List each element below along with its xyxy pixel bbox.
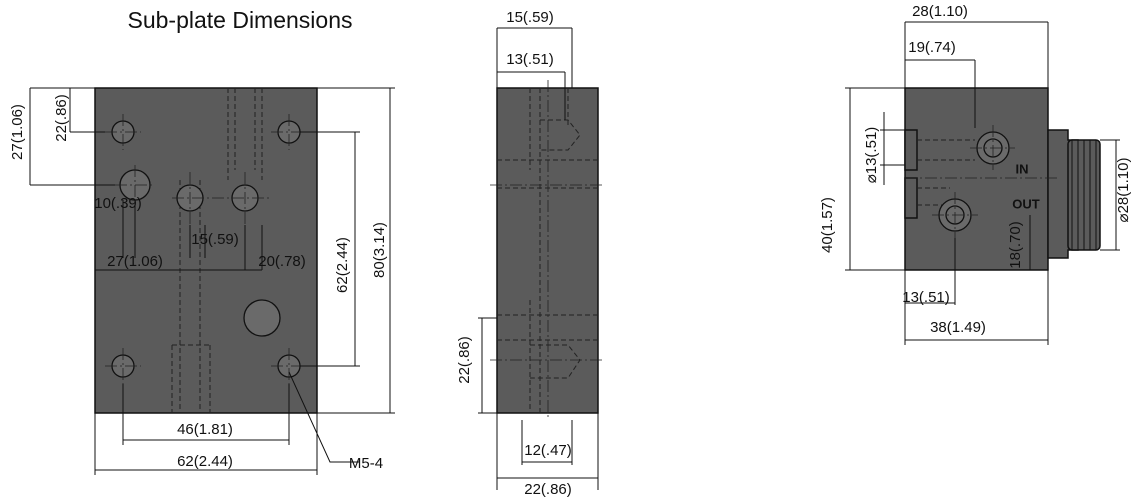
dim-label: 13(.51) (506, 51, 554, 68)
dim-label: 22(.86) (53, 94, 70, 142)
valve-view: 28(1.10) 19(.74) ⌀13(.51) 40(1.57) IN OU… (819, 3, 1132, 345)
dim-label: 22(.86) (456, 336, 473, 384)
dim-label: 19(.74) (908, 39, 956, 56)
thread-label: M5-4 (349, 455, 383, 472)
dim-label: 62(2.44) (177, 453, 233, 470)
dim-label: 40(1.57) (819, 197, 836, 253)
dim-label: 20(.78) (258, 253, 306, 270)
port-label: OUT (1012, 196, 1040, 211)
front-view: 27(1.06) 22(.86) 10(.39) 15(.59) 27(1.06… (9, 87, 395, 475)
dim-label: 80(3.14) (371, 222, 388, 278)
dim-label: 62(2.44) (334, 237, 351, 293)
dim-label: 12(.47) (524, 442, 572, 459)
dim-label: ⌀28(1.10) (1115, 158, 1132, 223)
dim-label: 15(.59) (506, 9, 554, 26)
dim-label: 46(1.81) (177, 421, 233, 438)
dim-label: 10(.39) (94, 195, 142, 212)
dim-label: 18(.70) (1007, 221, 1024, 269)
side-view: 15(.59) 13(.51) 22(.86) 12(.47) 22(.86) (456, 9, 605, 498)
dim-label: 15(.59) (191, 231, 239, 248)
dim-label: 38(1.49) (930, 319, 986, 336)
title: Sub-plate Dimensions (127, 7, 352, 33)
dim-label: 27(1.06) (107, 253, 163, 270)
port-label: IN (1016, 161, 1029, 176)
dim-label: 13(.51) (902, 289, 950, 306)
dim-label: 22(.86) (524, 481, 572, 498)
dim-label: 28(1.10) (912, 3, 968, 20)
dim-label: 27(1.06) (9, 104, 26, 160)
dim-label: ⌀13(.51) (863, 127, 880, 184)
